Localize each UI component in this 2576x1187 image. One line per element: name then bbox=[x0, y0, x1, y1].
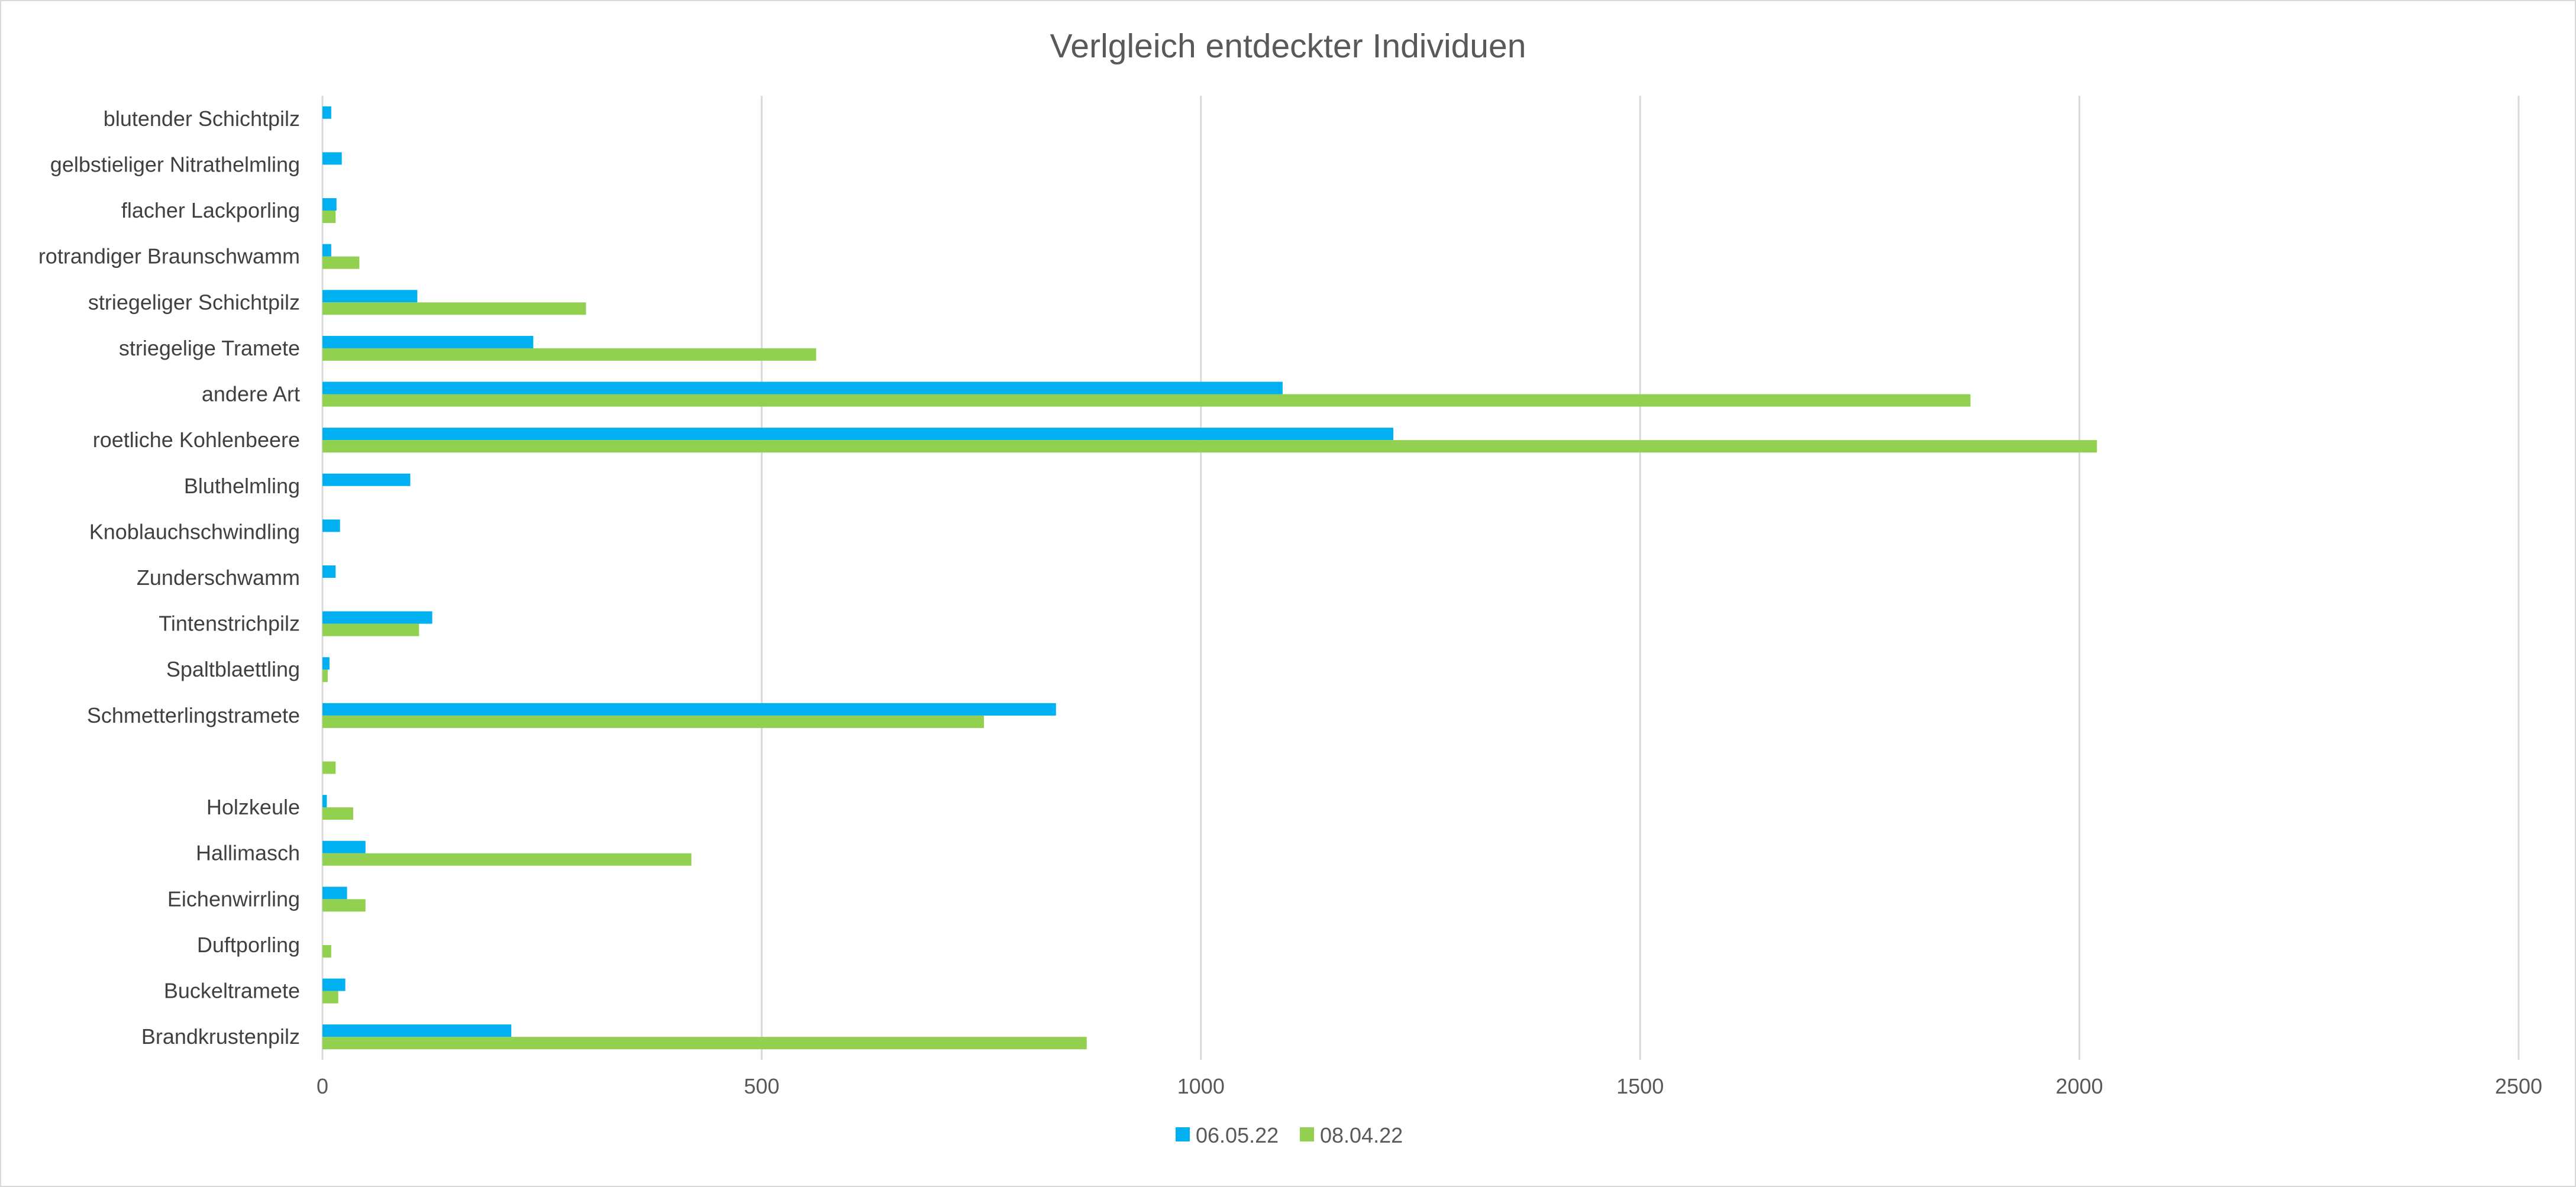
bar-series2 bbox=[322, 302, 586, 315]
category-labels: blutender Schichtpilz gelbstieliger Nitra… bbox=[38, 106, 300, 1049]
category-label: Bluthelmling bbox=[184, 474, 300, 498]
bar-series2 bbox=[322, 440, 2097, 453]
category-label: Brandkrustenpilz bbox=[141, 1024, 300, 1049]
bar-series2 bbox=[322, 623, 419, 636]
category-label: flacher Lackporling bbox=[121, 198, 300, 222]
bar-series2 bbox=[322, 348, 816, 361]
x-tick-label: 500 bbox=[744, 1074, 779, 1098]
category-label: Tintenstrichpilz bbox=[159, 612, 300, 636]
bar-series2 bbox=[322, 761, 336, 774]
bar-series2 bbox=[322, 211, 336, 224]
bar-series1 bbox=[322, 1024, 512, 1037]
bar-series2 bbox=[322, 853, 692, 866]
category-label: gelbstieliger Nitrathelmling bbox=[50, 152, 300, 176]
bar-series1 bbox=[322, 473, 411, 486]
bar-series1 bbox=[322, 290, 418, 303]
gridlines bbox=[321, 96, 2520, 1060]
legend-swatch bbox=[1176, 1127, 1190, 1141]
category-label: Buckeltramete bbox=[164, 979, 300, 1003]
category-label: striegelige Tramete bbox=[119, 336, 300, 360]
legend-swatch bbox=[1300, 1127, 1314, 1141]
chart-title: Verlgleich entdeckter Individuen bbox=[1050, 27, 1526, 65]
x-tick-label: 1000 bbox=[1177, 1074, 1225, 1098]
bar-series1 bbox=[322, 840, 366, 853]
bars bbox=[322, 106, 2097, 1050]
category-label: Duftporling bbox=[197, 933, 300, 957]
bar-series1 bbox=[322, 381, 1283, 394]
bar-series1 bbox=[322, 887, 347, 900]
legend-label: 06.05.22 bbox=[1196, 1123, 1279, 1147]
x-tick-labels: 0 500 1000 1500 2000 2500 bbox=[317, 1074, 2542, 1098]
bar-series1 bbox=[322, 198, 337, 211]
category-label: Holzkeule bbox=[206, 795, 300, 819]
category-label: Knoblauchschwindling bbox=[89, 519, 300, 544]
bar-series1 bbox=[322, 428, 1393, 441]
bar-series2 bbox=[322, 394, 1971, 407]
category-label: Spaltblaettling bbox=[166, 657, 300, 681]
x-tick-label: 0 bbox=[317, 1074, 328, 1098]
bar-series1 bbox=[322, 106, 331, 119]
x-tick-label: 2000 bbox=[2056, 1074, 2103, 1098]
bar-series2 bbox=[322, 1037, 1087, 1050]
bar-series1 bbox=[322, 978, 346, 991]
category-label: Hallimasch bbox=[196, 841, 300, 865]
bar-series1 bbox=[322, 657, 330, 670]
category-label: roetliche Kohlenbeere bbox=[93, 428, 300, 452]
x-tick-label: 2500 bbox=[2495, 1074, 2542, 1098]
category-label: andere Art bbox=[202, 382, 300, 406]
bar-series1 bbox=[322, 519, 340, 532]
bar-series2 bbox=[322, 945, 331, 958]
bar-series2 bbox=[322, 991, 338, 1004]
bar-series2 bbox=[322, 807, 353, 820]
bar-series2 bbox=[322, 899, 366, 912]
bar-series1 bbox=[322, 703, 1056, 716]
bar-series1 bbox=[322, 611, 432, 624]
category-label: blutender Schichtpilz bbox=[104, 106, 300, 131]
legend: 06.05.22 08.04.22 bbox=[1176, 1123, 1403, 1147]
bar-series1 bbox=[322, 795, 327, 808]
category-label: striegeliger Schichtpilz bbox=[88, 290, 300, 314]
category-label: Zunderschwamm bbox=[137, 565, 300, 590]
category-label: Eichenwirrling bbox=[167, 887, 300, 911]
bar-series2 bbox=[322, 715, 984, 728]
bar-series1 bbox=[322, 335, 534, 348]
bar-series1 bbox=[322, 565, 336, 578]
bar-series2 bbox=[322, 669, 328, 683]
bar-series1 bbox=[322, 244, 331, 257]
category-label: rotrandiger Braunschwamm bbox=[38, 244, 300, 269]
bar-series1 bbox=[322, 152, 342, 165]
bar-series2 bbox=[322, 256, 360, 269]
x-tick-label: 1500 bbox=[1616, 1074, 1664, 1098]
legend-label: 08.04.22 bbox=[1320, 1123, 1403, 1147]
category-label: Schmetterlingstramete bbox=[87, 703, 300, 727]
